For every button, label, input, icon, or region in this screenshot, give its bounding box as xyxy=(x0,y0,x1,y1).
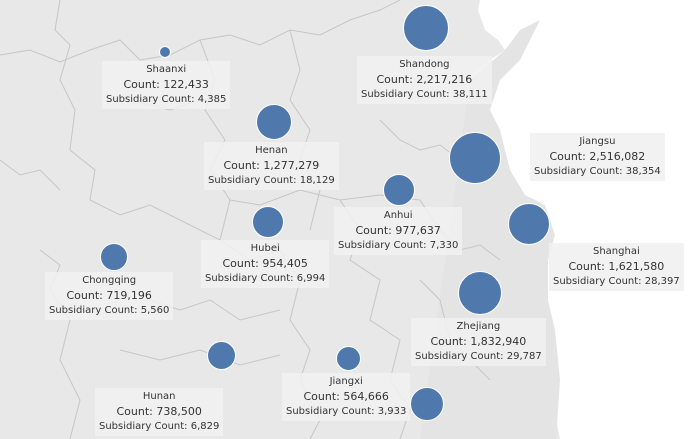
province-name: Chongqing xyxy=(82,275,137,286)
label-anhui: Anhui Count: 977,637 Subsidiary Count: 7… xyxy=(334,207,463,255)
bubble-chongqing[interactable] xyxy=(100,243,128,271)
label-chongqing: Chongqing Count: 719,196 Subsidiary Coun… xyxy=(45,272,174,320)
count-value: 2,217,216 xyxy=(416,73,473,86)
bubble-jiangxi[interactable] xyxy=(336,346,361,371)
province-name: Jiangxi xyxy=(329,376,363,387)
bubble-shaanxi[interactable] xyxy=(159,46,171,58)
subsidiary-value: 38,354 xyxy=(625,166,661,177)
bubble-jiangsu[interactable] xyxy=(449,132,501,184)
subsidiary-value: 7,330 xyxy=(429,240,459,251)
province-name: Henan xyxy=(255,145,288,156)
label-shandong: Shandong Count: 2,217,216 Subsidiary Cou… xyxy=(357,56,492,104)
province-name: Shanghai xyxy=(592,246,640,257)
bubble-zhejiang[interactable] xyxy=(458,271,502,315)
label-hubei: Hubei Count: 954,405 Subsidiary Count: 6… xyxy=(201,240,330,288)
bubble-hunan[interactable] xyxy=(207,341,236,370)
count-value: 122,433 xyxy=(163,78,209,91)
subsidiary-value: 6,994 xyxy=(296,273,326,284)
label-jiangsu: Jiangsu Count: 2,516,082 Subsidiary Coun… xyxy=(530,133,665,181)
subsidiary-value: 4,385 xyxy=(197,94,227,105)
count-value: 1,277,279 xyxy=(263,159,320,172)
province-name: Zhejiang xyxy=(456,321,501,332)
bubble-anhui[interactable] xyxy=(383,174,415,206)
bubble-hubei[interactable] xyxy=(252,206,284,238)
label-zhejiang: Zhejiang Count: 1,832,940 Subsidiary Cou… xyxy=(411,318,546,366)
subsidiary-value: 3,933 xyxy=(377,406,407,417)
label-henan: Henan Count: 1,277,279 Subsidiary Count:… xyxy=(204,142,339,190)
label-jiangxi: Jiangxi Count: 564,666 Subsidiary Count:… xyxy=(282,373,411,421)
count-value: 954,405 xyxy=(262,257,308,270)
province-name: Shaanxi xyxy=(146,64,187,75)
subsidiary-value: 28,397 xyxy=(644,276,680,287)
count-value: 977,637 xyxy=(395,224,441,237)
bubble-henan[interactable] xyxy=(256,104,292,140)
bubble-unlabeled-south[interactable] xyxy=(410,387,444,421)
count-value: 1,832,940 xyxy=(470,335,527,348)
label-shanghai: Shanghai Count: 1,621,580 Subsidiary Cou… xyxy=(549,243,684,291)
subsidiary-value: 5,560 xyxy=(140,305,170,316)
count-value: 564,666 xyxy=(343,390,389,403)
count-value: 738,500 xyxy=(156,405,202,418)
province-name: Hunan xyxy=(142,391,176,402)
count-value: 719,196 xyxy=(106,289,152,302)
label-hunan: Hunan Count: 738,500 Subsidiary Count: 6… xyxy=(95,388,224,436)
province-name: Shandong xyxy=(399,59,450,70)
province-name: Jiangsu xyxy=(579,136,616,147)
label-shaanxi: Shaanxi Count: 122,433 Subsidiary Count:… xyxy=(102,61,231,109)
province-name: Hubei xyxy=(250,243,280,254)
count-value: 2,516,082 xyxy=(589,150,646,163)
subsidiary-value: 6,829 xyxy=(190,421,220,432)
bubble-shandong[interactable] xyxy=(403,5,449,51)
count-value: 1,621,580 xyxy=(608,260,665,273)
subsidiary-value: 29,787 xyxy=(506,351,542,362)
province-name: Anhui xyxy=(383,210,413,221)
subsidiary-value: 38,111 xyxy=(452,89,488,100)
bubble-shanghai[interactable] xyxy=(508,203,550,245)
subsidiary-value: 18,129 xyxy=(299,175,335,186)
